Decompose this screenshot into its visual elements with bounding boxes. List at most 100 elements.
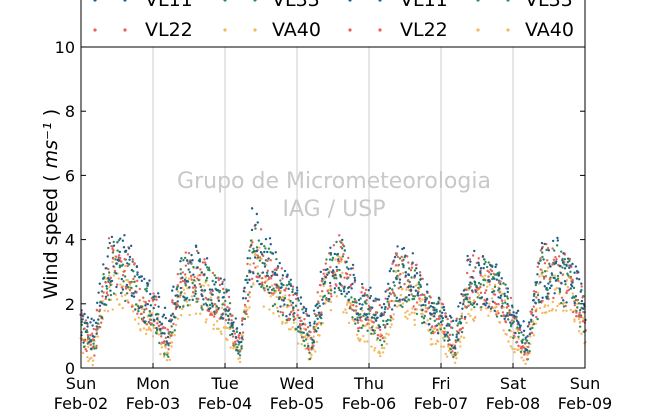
data-point [507,340,510,343]
data-point [95,309,99,312]
data-point [260,242,263,246]
data-point [477,264,481,267]
data-point [530,311,534,314]
data-point [139,306,143,309]
legend-label: VA40 [525,19,574,41]
data-point [248,295,251,299]
data-point [522,359,525,362]
data-point [418,297,421,300]
data-point [142,327,146,330]
data-point [302,339,306,343]
data-point [149,329,153,332]
data-point [532,290,536,293]
data-point [412,285,415,289]
data-point [82,341,85,344]
data-point [527,321,531,324]
data-point [163,306,167,310]
data-point [312,335,315,338]
data-point [181,279,185,283]
data-point [422,321,426,324]
data-point [154,303,157,307]
data-point [509,296,513,300]
data-point [261,261,264,265]
data-point [205,257,209,260]
data-point [430,301,434,305]
data-point [109,289,112,292]
data-point [145,289,148,293]
data-point [346,276,349,279]
data-point [374,311,378,314]
data-point [472,302,476,305]
data-point [265,274,269,277]
data-point [130,294,134,297]
data-point [272,312,275,315]
data-point [575,311,578,314]
data-point [168,358,171,361]
data-point [566,272,569,275]
data-point [477,294,481,297]
data-point [355,301,358,304]
data-point [271,270,274,273]
data-point [563,267,567,270]
data-point [95,330,99,333]
data-point [515,311,518,315]
data-point [415,312,419,316]
data-point [292,321,296,324]
data-point [329,265,332,269]
data-point [190,274,193,278]
data-point [81,351,85,355]
data-point [281,277,284,280]
data-point [104,295,108,298]
data-point [263,262,266,265]
data-point [568,259,571,263]
data-point [561,259,564,262]
data-point [196,277,199,280]
data-point [437,322,440,325]
data-point [237,343,240,346]
data-point [479,274,482,277]
data-point [370,316,374,319]
legend-marker [253,28,257,32]
data-point [474,290,477,293]
data-point [170,314,173,317]
data-point [130,291,134,295]
data-point [554,309,558,312]
data-point [107,271,111,274]
data-point [485,289,488,292]
data-point [176,300,179,303]
data-point [292,293,295,297]
data-point [398,300,402,303]
data-point [450,316,453,319]
data-point [118,264,122,267]
data-point [298,316,301,320]
data-point [488,280,491,283]
data-point [177,295,180,298]
data-point [449,347,452,351]
data-point [497,311,500,315]
data-point [407,285,410,289]
data-point [554,256,557,259]
data-point [389,267,393,270]
data-point [215,308,218,312]
data-point [307,344,310,348]
data-point [193,294,196,298]
data-point [293,311,296,315]
data-point [387,295,391,298]
data-point [548,309,551,313]
data-point [459,301,462,305]
data-point [100,316,104,319]
data-point [325,258,328,261]
data-point [397,264,400,267]
x-tick-label-date: Feb-03 [126,394,180,409]
data-point [188,270,192,274]
data-point [132,310,135,313]
data-point [479,270,482,274]
data-point [506,312,509,315]
data-point [363,340,366,343]
data-point [514,331,517,335]
data-point [435,324,439,327]
data-point [312,348,315,351]
data-point [315,303,319,306]
data-point [227,295,231,299]
data-point [493,293,497,296]
